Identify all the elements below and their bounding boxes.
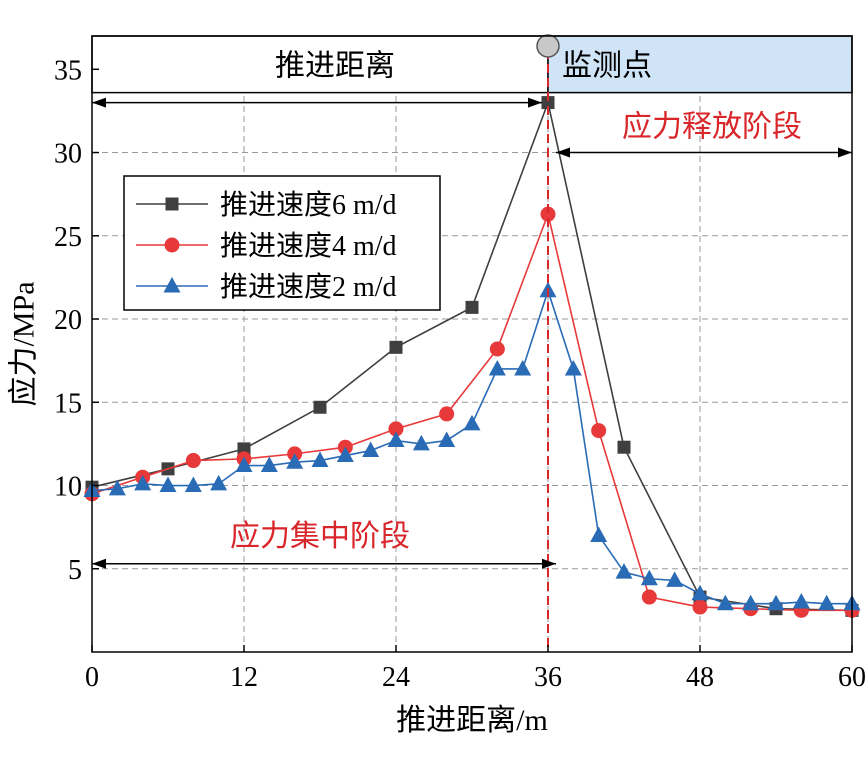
data-point-triangle: [767, 594, 785, 611]
data-point-triangle: [159, 476, 177, 493]
concentration-arrow-head-left: [92, 558, 106, 569]
data-point-triangle: [792, 593, 810, 609]
concentration-arrow-head-right: [542, 558, 556, 569]
stress-release-label: 应力释放阶段: [622, 111, 802, 144]
data-point-triangle: [235, 456, 253, 473]
data-point-triangle: [640, 569, 658, 586]
y-tick-label: 35: [54, 55, 82, 86]
data-point-triangle: [184, 476, 202, 493]
data-point-triangle: [362, 441, 380, 458]
data-point-triangle: [387, 431, 405, 448]
data-point-triangle: [311, 451, 329, 468]
data-point-triangle: [286, 453, 304, 469]
y-tick-label: 15: [54, 388, 82, 419]
header-band: 推进距离 监测点: [91, 35, 853, 94]
data-point-circle: [591, 423, 607, 439]
y-tick-label: 20: [54, 305, 82, 336]
x-tick-label: 12: [230, 662, 258, 693]
data-point-triangle: [564, 359, 582, 376]
data-point-square: [389, 340, 403, 354]
series-layer: [83, 96, 861, 618]
distance-arrow-head-left: [92, 97, 106, 108]
data-point-square: [313, 400, 327, 414]
x-axis-label: 推进距离/m: [396, 704, 548, 737]
advance-distance-label: 推进距离: [275, 49, 395, 82]
stress-concentration-label: 应力集中阶段: [230, 520, 410, 553]
release-arrow: [556, 147, 852, 158]
x-tick-label: 48: [686, 662, 714, 693]
legend-label-1: 推进速度6 m/d: [220, 189, 397, 221]
data-point-circle: [185, 453, 201, 469]
y-tick-label: 5: [68, 555, 82, 586]
data-point-triangle: [488, 359, 506, 376]
data-point-triangle: [615, 563, 633, 579]
annotation-layer: 应力释放阶段 应力集中阶段: [92, 34, 852, 652]
legend-label-2: 推进速度4 m/d: [220, 230, 397, 262]
data-point-circle: [540, 206, 556, 222]
y-tick-label: 30: [54, 139, 82, 170]
data-point-circle: [439, 406, 455, 422]
legend-marker-square: [165, 197, 179, 211]
y-tick-label: 25: [54, 222, 82, 253]
data-point-triangle: [666, 571, 684, 587]
data-point-triangle: [818, 594, 836, 611]
legend-marker-triangle: [163, 277, 181, 293]
monitoring-point-marker: [536, 34, 560, 58]
data-point-triangle: [716, 594, 734, 611]
data-point-triangle: [210, 474, 228, 491]
data-point-triangle: [463, 414, 481, 431]
series-line-3: [91, 288, 852, 605]
x-tick-label: 60: [838, 662, 866, 693]
data-point-circle: [489, 341, 505, 357]
x-tick-label: 36: [534, 662, 562, 693]
x-tick-label: 0: [85, 662, 99, 693]
y-tick-label: 10: [54, 472, 82, 503]
data-point-triangle: [590, 526, 608, 542]
data-point-triangle: [438, 431, 456, 448]
data-point-circle: [692, 599, 708, 615]
data-point-triangle: [134, 474, 152, 491]
distance-arrow: [92, 97, 542, 108]
data-point-circle: [641, 589, 657, 605]
data-point-triangle: [412, 434, 430, 451]
axes-layer: 推进距离/m 应力/MPa 5 10 15 20 25 30 35 0 12 24 36 48 60: [8, 35, 866, 737]
monitoring-point-label: 监测点: [562, 49, 652, 82]
release-arrow-head-left: [556, 147, 570, 158]
y-axis-label: 应力/MPa: [8, 281, 41, 406]
data-point-triangle: [514, 359, 532, 376]
distance-arrow-head-right: [528, 97, 542, 108]
x-tick-label: 24: [382, 662, 410, 693]
data-point-triangle: [336, 446, 354, 463]
legend: 推进速度6 m/d 推进速度4 m/d 推进速度2 m/d: [123, 175, 441, 311]
data-point-triangle: [260, 456, 278, 473]
data-point-square: [617, 440, 631, 454]
legend-marker-circle: [164, 237, 180, 253]
release-arrow-head-right: [838, 147, 852, 158]
data-point-circle: [388, 421, 404, 437]
header-right-panel: [547, 35, 853, 94]
legend-label-3: 推进速度2 m/d: [220, 271, 397, 303]
data-point-triangle: [108, 479, 126, 496]
data-point-square: [541, 96, 555, 110]
concentration-arrow: [92, 558, 556, 569]
data-point-triangle: [742, 594, 760, 611]
plot-frame: [91, 35, 853, 653]
data-point-square: [465, 300, 479, 314]
data-point-triangle: [691, 584, 709, 601]
